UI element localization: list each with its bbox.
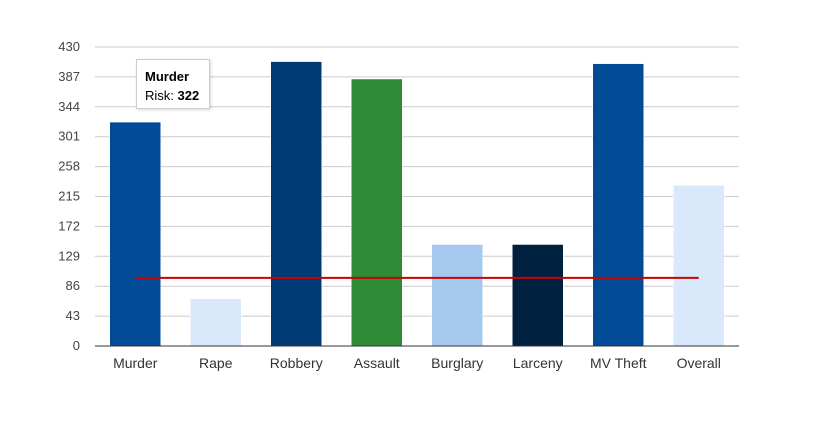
x-category-label: MV Theft [590, 355, 647, 371]
y-tick-label: 0 [73, 338, 80, 353]
bar [351, 78, 403, 347]
x-category-label: Robbery [270, 355, 323, 371]
x-category-label: Rape [199, 355, 233, 371]
bar [673, 185, 725, 347]
tooltip-title: Murder [145, 69, 190, 84]
y-tick-label: 344 [58, 99, 80, 114]
x-category-label: Murder [113, 355, 158, 371]
y-tick-label: 387 [58, 69, 80, 84]
bar [270, 61, 322, 347]
tooltip-value: 322 [177, 88, 200, 103]
bar [190, 298, 242, 347]
y-tick-label: 86 [66, 278, 80, 293]
x-category-label: Overall [677, 355, 721, 371]
y-tick-label: 172 [58, 218, 80, 233]
y-tick-label: 258 [58, 159, 80, 174]
x-category-label: Assault [354, 355, 400, 371]
y-tick-label: 129 [58, 248, 80, 263]
chart-tooltip: Murder Risk: 322 [136, 59, 210, 109]
y-tick-label: 215 [58, 189, 80, 204]
tooltip-label: Risk: [145, 88, 174, 103]
y-tick-label: 301 [58, 129, 80, 144]
bar [592, 63, 644, 347]
y-tick-label: 43 [66, 308, 80, 323]
bar [512, 244, 564, 347]
y-tick-label: 430 [58, 39, 80, 54]
x-category-label: Larceny [513, 355, 563, 371]
x-category-label: Burglary [431, 355, 483, 371]
bar [109, 121, 161, 347]
bar [431, 244, 483, 347]
